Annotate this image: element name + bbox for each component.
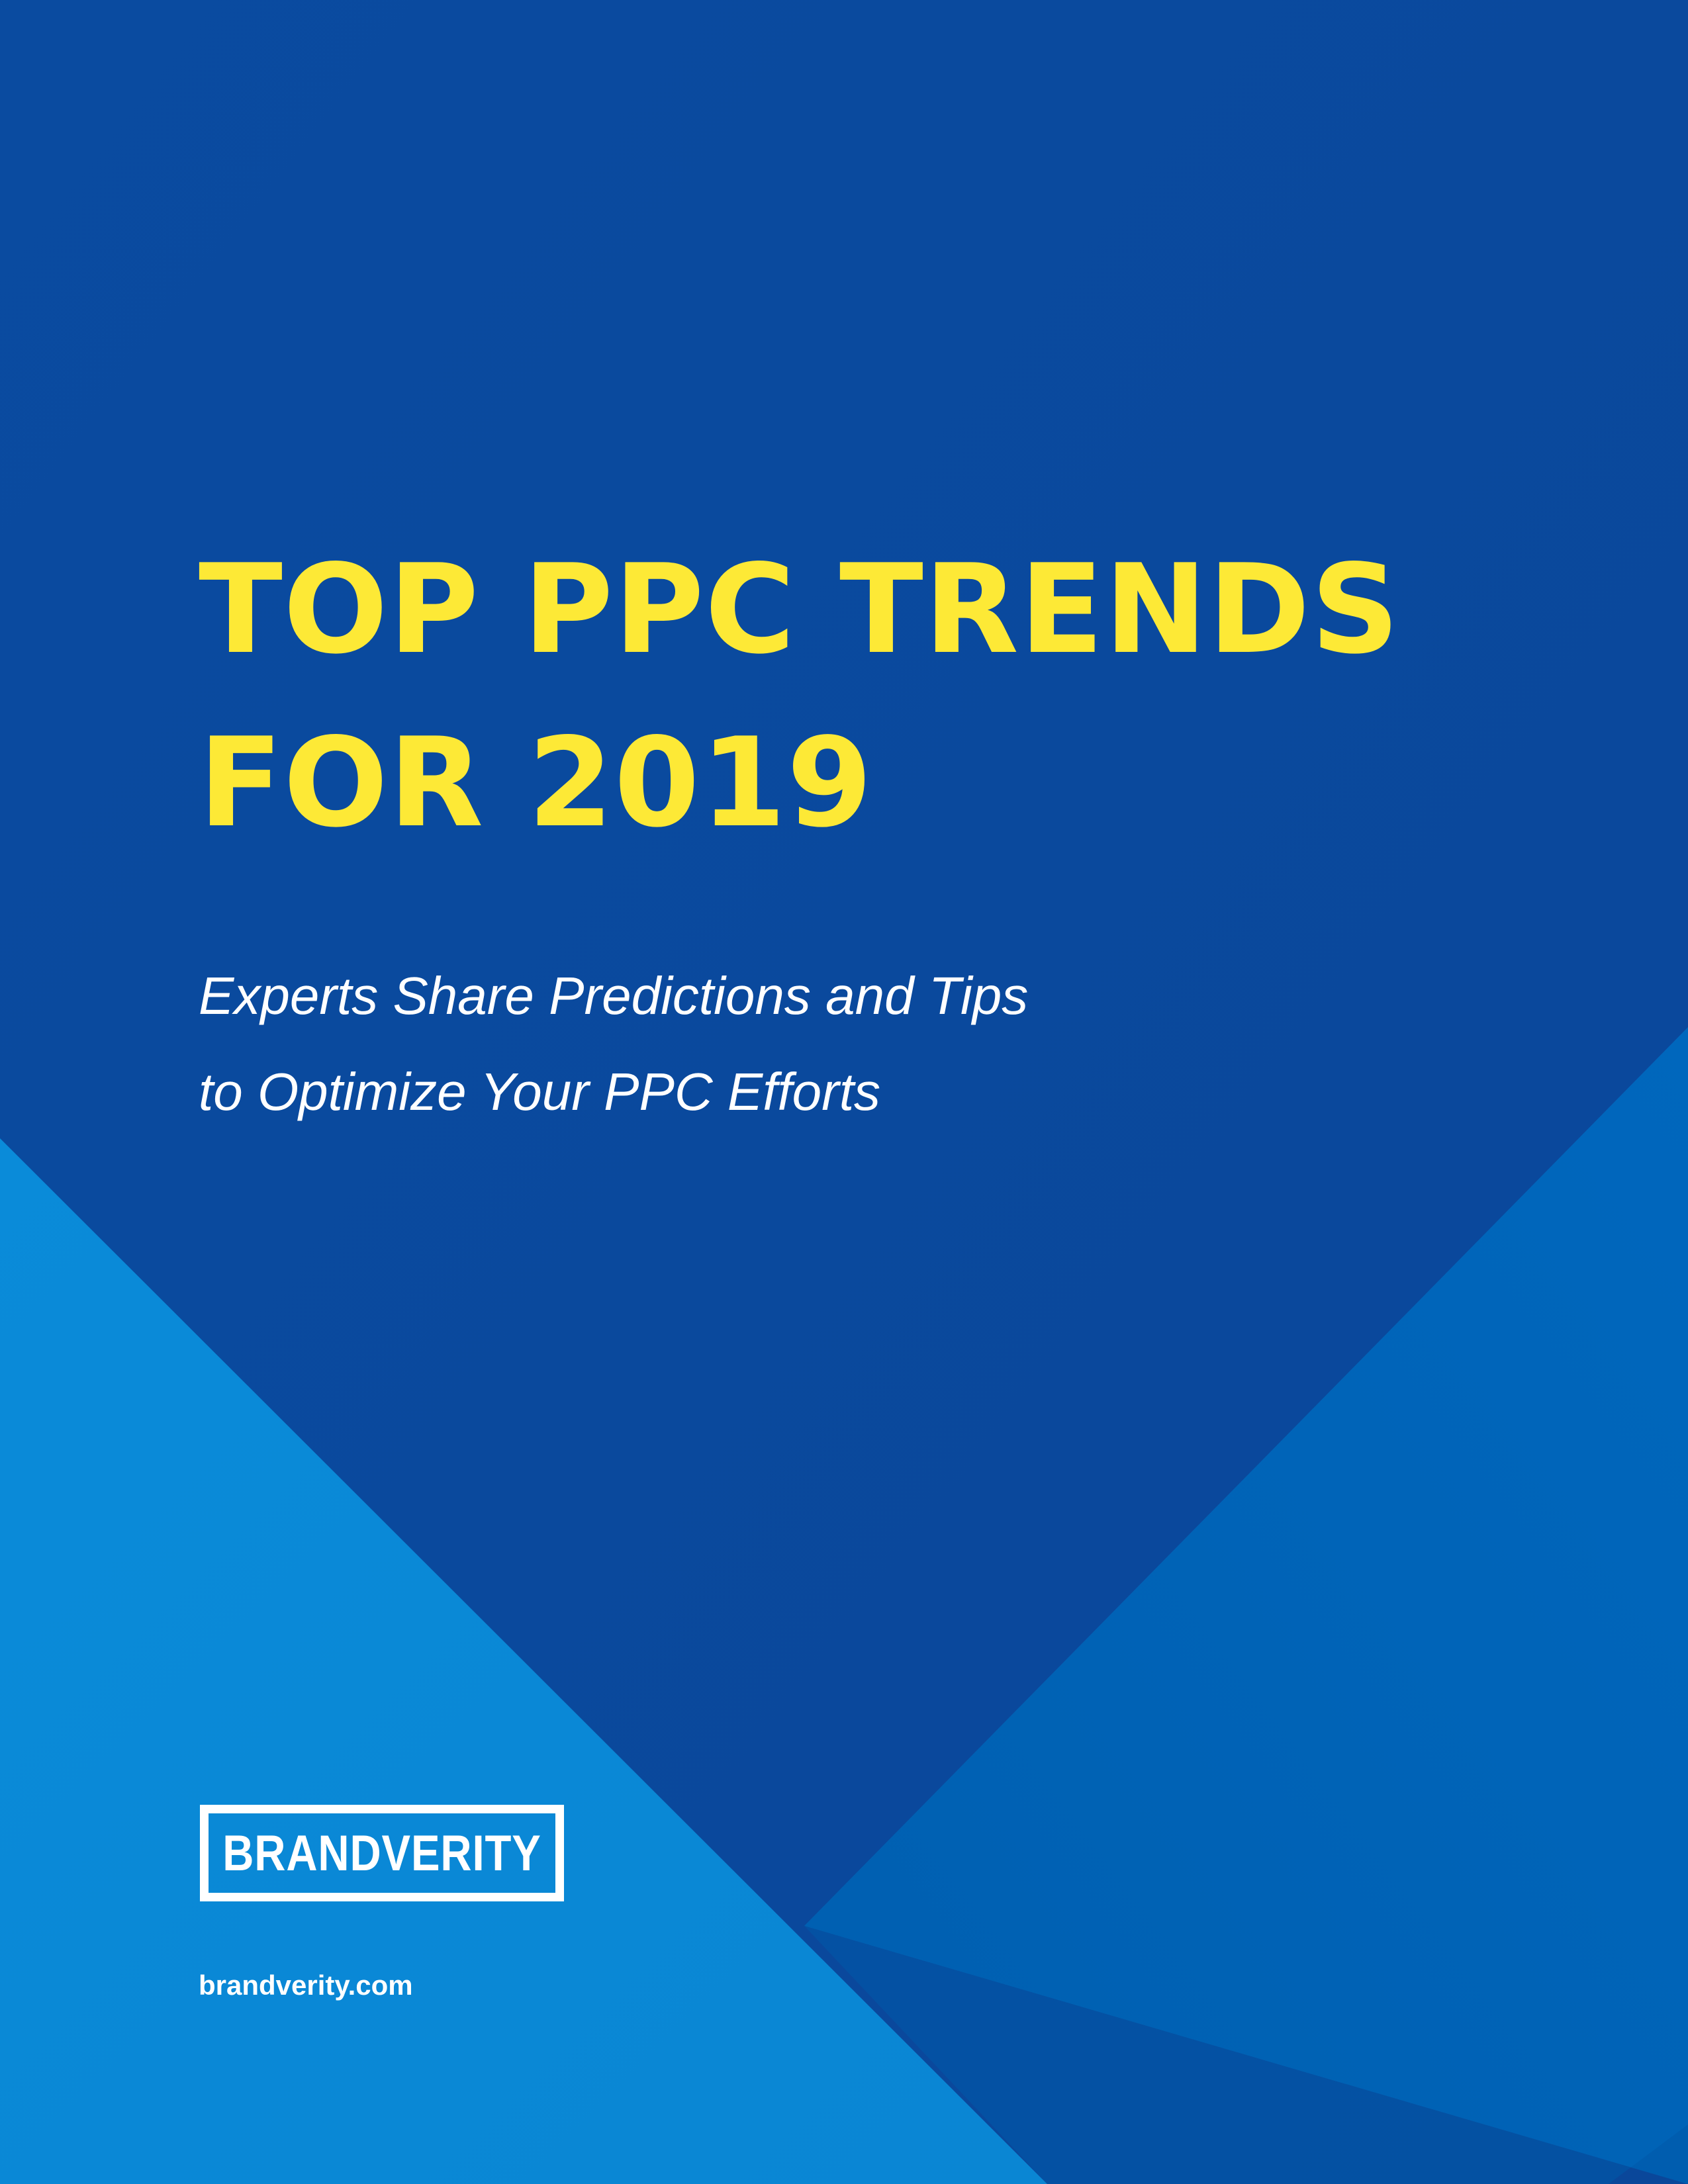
cover-subtitle-line-1: Experts Share Predictions and Tips bbox=[199, 966, 1029, 1025]
brandverity-logo: BRANDVERITY bbox=[200, 1805, 564, 1901]
cover-title-line-2: FOR 2019 bbox=[199, 711, 873, 854]
bottom-right-deep-shape bbox=[804, 1926, 1688, 2184]
cover-subtitle: Experts Share Predictions and Tips to Op… bbox=[199, 948, 1028, 1140]
logo-text: BRANDVERITY bbox=[222, 1825, 541, 1882]
cover-title-line-1: TOP PPC TRENDS bbox=[199, 537, 1401, 681]
website-url[interactable]: brandverity.com bbox=[199, 1970, 413, 2001]
cover-title: TOP PPC TRENDS FOR 2019 bbox=[199, 523, 1400, 870]
left-light-blue-shape bbox=[0, 1138, 1047, 2184]
right-mid-blue-shape bbox=[804, 1027, 1688, 2184]
cover-subtitle-line-2: to Optimize Your PPC Efforts bbox=[199, 1062, 881, 1121]
